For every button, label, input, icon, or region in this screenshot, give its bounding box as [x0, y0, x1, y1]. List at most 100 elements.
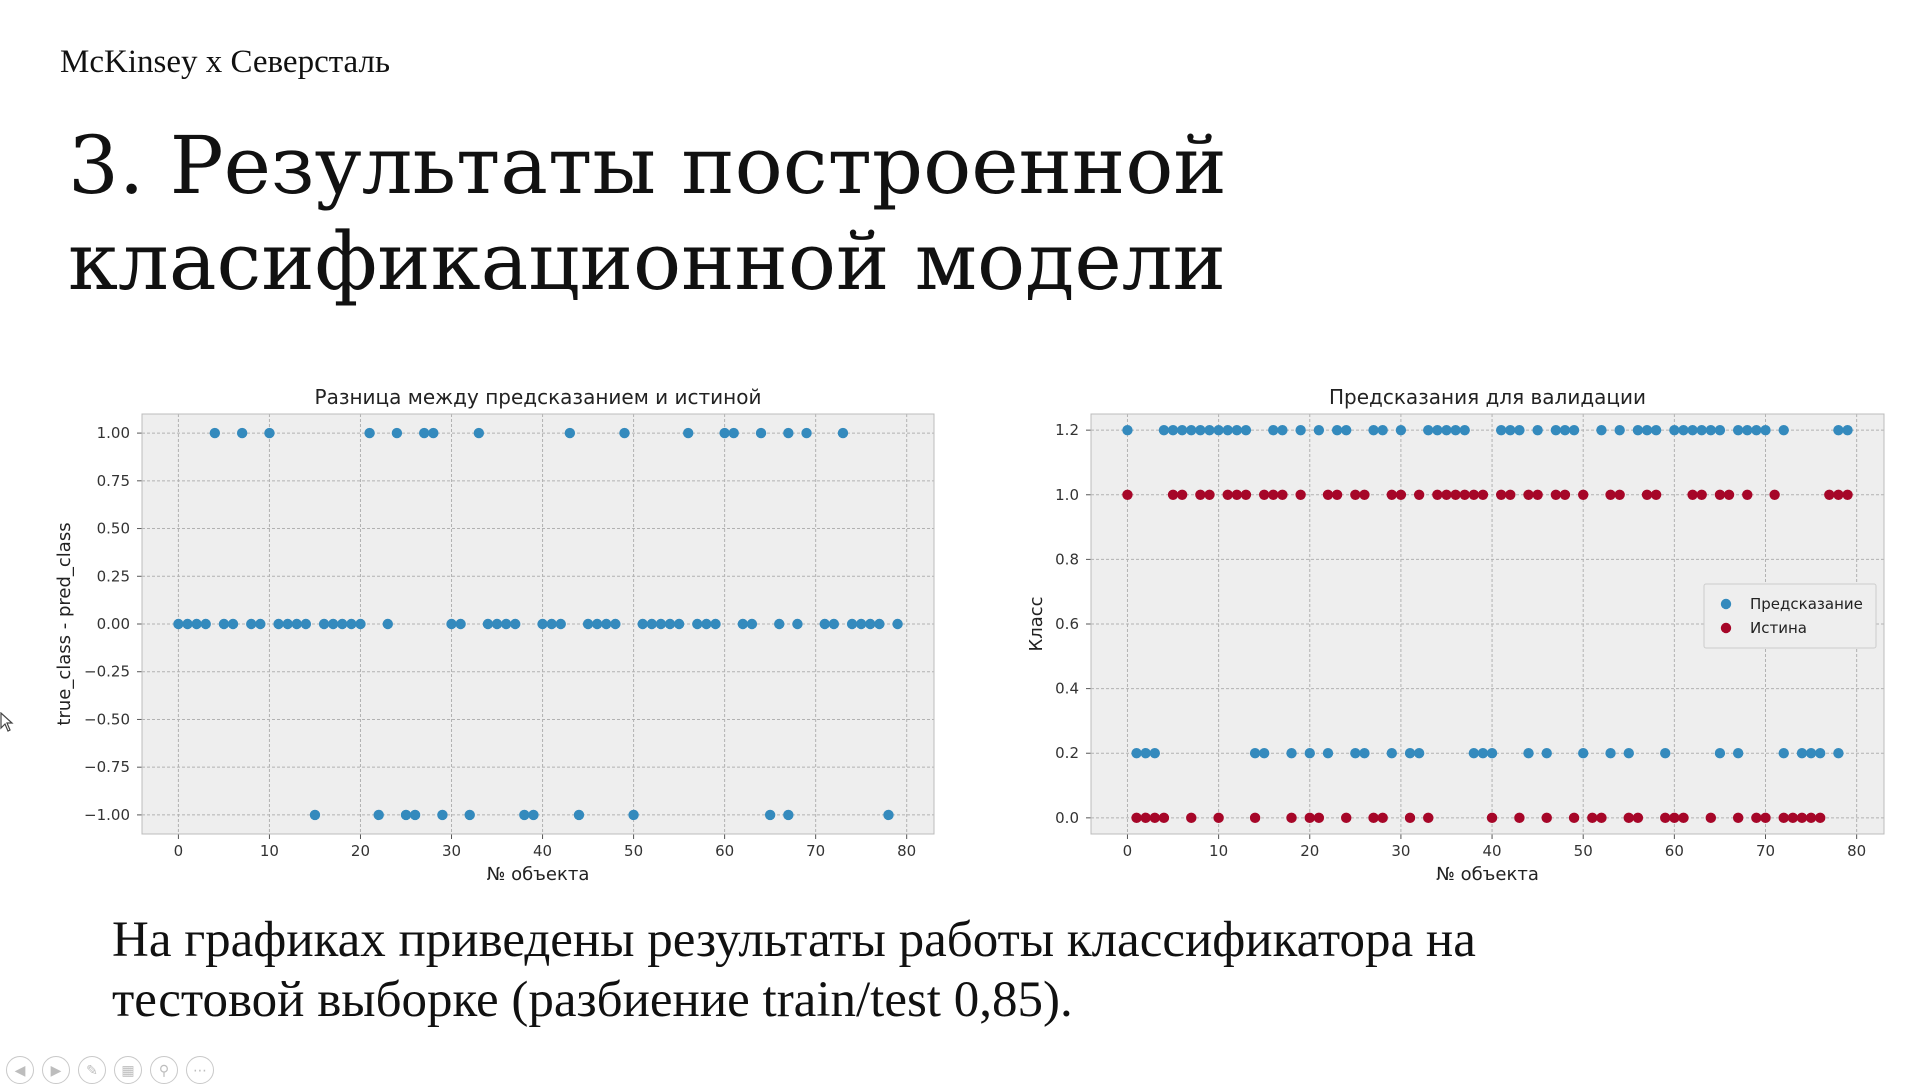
chart-1-series-1-point [1477, 489, 1489, 500]
chart-0-series-0-point [865, 618, 876, 630]
slides-icon[interactable]: ▦ [114, 1056, 142, 1084]
chart-0-series-0-point [582, 618, 594, 630]
chart-1-series-0-point [1249, 748, 1261, 759]
chart-1-series-0-point [1423, 424, 1434, 436]
chart-0-frame [141, 413, 935, 835]
chart-0-xtick-label: 40 [533, 842, 552, 860]
chart-0-series-0-point [264, 427, 275, 439]
chart-1-xtick-label: 0 [1123, 842, 1133, 860]
prev-icon[interactable]: ◀ [6, 1056, 34, 1084]
chart-1-series-0-point [1623, 748, 1634, 759]
chart-0-series-0-point [255, 618, 266, 630]
chart-0-series-0-point [455, 618, 466, 630]
chart-1-series-1-point [1559, 489, 1571, 500]
chart-1-legend-label: Предсказание [1750, 595, 1863, 613]
chart-0-series-0-point [728, 427, 739, 439]
chart-1-series-0-point [1568, 424, 1580, 436]
chart-0-xtick-label: 20 [351, 842, 370, 860]
chart-1-series-1-point [1368, 812, 1379, 824]
zoom-icon[interactable]: ⚲ [150, 1056, 178, 1084]
chart-1-series-1-point [1122, 489, 1133, 500]
chart-0-ytick-label: −0.50 [84, 710, 130, 728]
chart-1-series-0-point [1368, 424, 1379, 436]
chart-1-series-1-point [1769, 489, 1780, 500]
chart-1-series-1-point [1341, 812, 1352, 824]
chart-0-series-0-point [236, 427, 248, 439]
chart-1-series-0-point [1158, 424, 1170, 436]
chart-1-series-1-point [1532, 489, 1543, 500]
chart-1-xtick-label: 60 [1665, 842, 1684, 860]
chart-1-series-0-point [1842, 424, 1853, 436]
chart-1-series-0-point [1240, 424, 1252, 436]
chart-0-ytick-label: 1.00 [97, 424, 130, 442]
pen-icon[interactable]: ✎ [78, 1056, 106, 1084]
chart-1-series-1-point [1824, 489, 1835, 500]
chart-0-series-0-point [628, 809, 639, 821]
chart-0-series-0-point [464, 809, 475, 821]
chart-1-series-0-point [1395, 424, 1407, 436]
chart-1-xtick-label: 20 [1300, 842, 1319, 860]
chart-1-series-1-point [1751, 812, 1762, 824]
chart-0-series-0-point [846, 618, 858, 630]
chart-0-series-0-point [610, 618, 621, 630]
chart-1-xlabel: № объекта [1436, 864, 1539, 885]
chart-1-series-1-point [1723, 489, 1735, 500]
chart-1-series-1-point [1550, 489, 1562, 500]
chart-1-series-1-point [1814, 812, 1826, 824]
chart-0-series-0-point [337, 618, 348, 630]
chart-1-series-1-point [1295, 489, 1306, 500]
chart-1-series-0-point [1486, 748, 1498, 759]
chart-1-series-1-point [1605, 489, 1616, 500]
chart-1-series-0-point [1413, 748, 1425, 759]
chart-1-legend [1703, 583, 1877, 649]
chart-0-series-0-point [473, 427, 485, 439]
chart-1-series-1-point [1523, 489, 1534, 500]
chart-0-series-0-point [491, 618, 503, 630]
chart-1-series-1-point [1131, 812, 1142, 824]
chart-1-xtick-label: 30 [1391, 842, 1410, 860]
chart-1-series-0-point [1131, 748, 1142, 759]
chart-0-series-0-point [246, 618, 257, 630]
chart-0-ylabel: true_class - pred_class [54, 522, 75, 725]
chart-0-series-0-point [546, 618, 557, 630]
chart-0-series-0-point [391, 427, 403, 439]
chart-1-series-1-point [1760, 812, 1771, 824]
chart-0-xtick-label: 0 [174, 842, 184, 860]
chart-1-series-0-point [1176, 424, 1188, 436]
chart-0-series-0-point [819, 618, 830, 630]
chart-1-series-0-point [1313, 424, 1325, 436]
chart-1-series-1-point [1459, 489, 1470, 500]
chart-1-series-1-point [1350, 489, 1361, 500]
chart-1-series-1-point [1441, 489, 1452, 500]
chart-1-series-0-point [1359, 748, 1370, 759]
chart-0-series-0-point [300, 618, 312, 630]
chart-1-series-1-point [1413, 489, 1425, 500]
caption: На графиках приведены результаты работы … [112, 910, 1476, 1030]
chart-1-series-0-point [1833, 424, 1844, 436]
chart-1-series-0-point [1596, 424, 1607, 436]
chart-1-series-1-point [1796, 812, 1808, 824]
chart-1-series-0-point [1432, 424, 1443, 436]
chart-1-series-1-point [1696, 489, 1707, 500]
more-icon[interactable]: ⋯ [186, 1056, 214, 1084]
chart-0-ytick-label: 0.00 [97, 615, 130, 633]
chart-1-series-1-point [1578, 489, 1589, 500]
chart-0-series-0-point [591, 618, 603, 630]
chart-1-series-0-point [1732, 748, 1744, 759]
chart-0-series-0-point [227, 618, 239, 630]
chart-0-ytick-label: 0.75 [97, 472, 130, 490]
chart-1-series-1-point [1331, 489, 1343, 500]
chart-0-series-0-point [710, 618, 721, 630]
chart-0-xtick-label: 70 [806, 842, 825, 860]
next-icon[interactable]: ▶ [42, 1056, 70, 1084]
chart-1-series-0-point [1459, 424, 1470, 436]
chart-0-ytick-label: 0.50 [97, 520, 130, 538]
chart-0-series-0-point [500, 618, 512, 630]
slide-title-line-2: класификационной модели [68, 215, 1226, 308]
chart-1-series-1-point [1678, 812, 1689, 824]
chart-1-series-1-point [1158, 812, 1170, 824]
chart-0-series-0-point [655, 618, 667, 630]
slide-title-line-1: 3. Результаты построенной [68, 119, 1227, 212]
chart-0-series-0-point [291, 618, 302, 630]
chart-0-series-0-point [855, 618, 867, 630]
